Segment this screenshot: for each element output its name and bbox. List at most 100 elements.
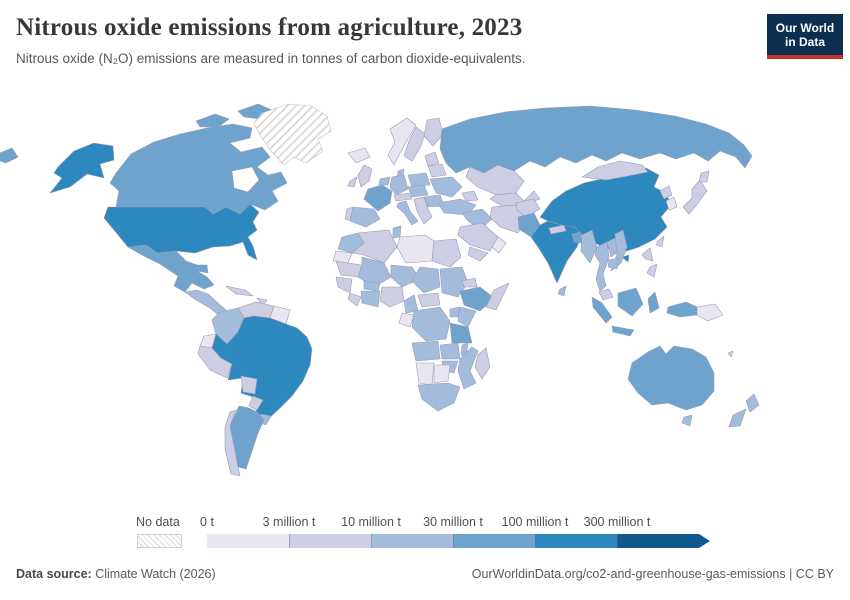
country-sudan[interactable] [439,266,469,298]
country-ivory-coast-ghana[interactable] [360,290,381,308]
country-caucasus[interactable] [461,190,479,202]
country-egypt[interactable] [431,238,462,268]
country-sri-lanka[interactable] [557,285,567,297]
country-mexico[interactable] [127,244,215,293]
country-zambia[interactable] [439,342,461,360]
country-norway[interactable] [387,117,417,166]
country-papua-new-guinea[interactable] [696,303,724,322]
country-finland[interactable] [423,117,444,147]
legend-bin-4-swatch[interactable] [453,534,535,548]
country-hainan[interactable] [621,254,630,263]
country-hispaniola[interactable] [256,297,268,307]
country-chad[interactable] [411,266,441,294]
country-somalia[interactable] [485,282,510,311]
country-baltics[interactable] [424,151,440,167]
country-russia[interactable] [439,105,753,174]
country-sulawesi[interactable] [647,291,660,314]
country-philippines[interactable] [641,247,654,262]
country-ukraine[interactable] [429,176,463,198]
country-alaska[interactable] [49,142,115,194]
country-thailand[interactable] [594,241,610,292]
country-france[interactable] [363,184,393,212]
country-italy[interactable] [396,200,419,226]
country-botswana[interactable] [433,364,451,384]
country-nepal[interactable] [548,224,567,235]
country-venezuela[interactable] [237,301,275,319]
country-senegal[interactable] [335,276,353,294]
country-bolivia[interactable] [240,375,258,395]
country-south-korea[interactable] [665,196,678,211]
country-north-korea[interactable] [659,185,673,200]
country-dr-congo[interactable] [411,306,451,342]
country-spain[interactable] [349,206,381,228]
country-greenland-no-data[interactable] [253,103,332,166]
country-uganda[interactable] [449,306,461,318]
legend-bin-5-swatch[interactable] [535,534,617,548]
country-benelux[interactable] [378,176,391,186]
country-arctic-islands[interactable] [195,113,230,128]
country-belarus[interactable] [427,163,447,178]
country-new-zealand-north[interactable] [745,393,760,413]
country-mauritania[interactable] [335,260,363,278]
country-germany[interactable] [389,174,409,196]
country-tunisia[interactable] [392,225,402,239]
country-cambodia[interactable] [607,257,620,270]
country-yemen[interactable] [467,246,489,262]
country-libya[interactable] [396,234,435,264]
country-tasmania[interactable] [681,414,693,427]
country-syria-iraq[interactable] [461,208,493,230]
country-philippines-south[interactable] [646,263,658,278]
owid-logo[interactable]: Our World in Data [767,14,843,59]
country-tanzania[interactable] [449,322,473,344]
country-central-african-republic[interactable] [417,292,441,308]
country-united-kingdom[interactable] [357,164,373,188]
country-iceland[interactable] [347,147,371,164]
country-kazakhstan[interactable] [465,164,525,196]
country-burkina-faso[interactable] [363,280,381,292]
country-indonesia-sumatra[interactable] [591,296,613,324]
country-eritrea[interactable] [461,277,478,288]
country-borneo[interactable] [617,287,644,317]
country-switzerland-austria[interactable] [393,192,413,202]
country-japan-hokkaido[interactable] [698,170,710,183]
country-nigeria[interactable] [379,286,405,308]
country-brazil[interactable] [211,315,313,421]
country-china[interactable] [539,167,672,254]
country-guinea-coast[interactable] [347,292,362,307]
country-canada[interactable] [109,123,288,215]
country-united-states[interactable] [103,203,260,261]
country-mongolia[interactable] [581,160,649,181]
country-turkey[interactable] [437,198,477,216]
country-chile[interactable] [224,409,241,477]
country-gabon-congo[interactable] [398,312,415,328]
country-cuba[interactable] [225,285,254,297]
country-czechia-hungary[interactable] [407,184,429,198]
legend-bin-3-swatch[interactable] [371,534,453,548]
country-oman[interactable] [491,236,507,254]
legend-no-data-swatch[interactable] [137,534,182,548]
country-new-zealand-south[interactable] [728,408,747,428]
country-madagascar[interactable] [474,347,491,380]
country-cameroon[interactable] [403,294,419,314]
country-new-caledonia[interactable] [727,350,734,358]
credit-link[interactable]: OurWorldinData.org/co2-and-greenhouse-ga… [471,567,834,581]
country-saudi-arabia[interactable] [457,222,499,252]
country-australia[interactable] [627,345,715,411]
country-paraguay[interactable] [248,395,264,411]
country-malaysia[interactable] [598,288,614,301]
country-indonesia-java[interactable] [611,325,635,337]
country-japan[interactable] [682,179,708,215]
country-kenya[interactable] [457,306,477,328]
country-angola[interactable] [411,340,441,362]
country-namibia[interactable] [415,362,435,386]
legend-bin-2-swatch[interactable] [289,534,371,548]
country-ireland[interactable] [347,176,358,188]
country-algeria[interactable] [351,229,398,264]
country-balkans-greece[interactable] [413,196,433,225]
country-taiwan[interactable] [655,235,665,248]
legend-bin-1-swatch[interactable] [207,534,289,548]
country-myanmar[interactable] [580,229,598,264]
country-west-papua[interactable] [666,301,698,318]
country-mozambique[interactable] [457,346,479,390]
country-poland[interactable] [407,172,431,188]
